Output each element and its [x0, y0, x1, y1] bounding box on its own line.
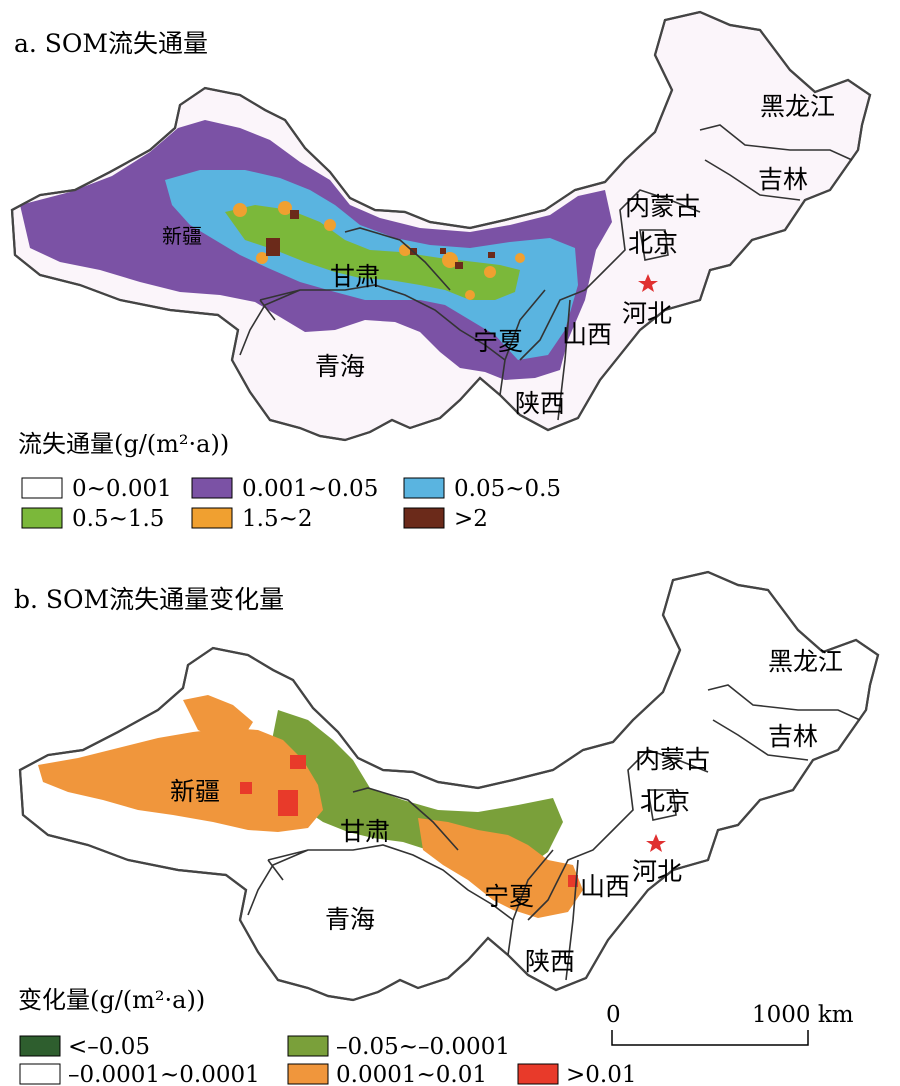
- panel-b-title: b. SOM流失通量变化量: [14, 585, 284, 614]
- label-jilin: 吉林: [758, 165, 808, 194]
- panel-a: a. SOM流失通量 黑龙江: [10, 10, 872, 532]
- legend-a-item-3: 0.05~0.5: [403, 476, 561, 502]
- legend-b-label-3: –0.0001~0.0001: [68, 1062, 260, 1086]
- legend-a-swatch-5: [191, 507, 233, 529]
- zone-00001-001: [38, 728, 323, 832]
- legend-a-item-2: 0.001~0.05: [191, 476, 378, 502]
- label-shanxi: 山西: [562, 320, 612, 349]
- label-qinghai-b: 青海: [325, 905, 375, 934]
- legend-b-swatch-4: [287, 1063, 329, 1085]
- legend-b-item-5: >0.01: [517, 1062, 636, 1086]
- legend-b-item-4: 0.0001~0.01: [287, 1062, 487, 1086]
- legend-a-title: 流失通量(g/(m²·a)): [18, 430, 229, 458]
- legend-b-swatch-1: [19, 1035, 61, 1057]
- label-heilongjiang: 黑龙江: [760, 92, 835, 121]
- scale-bar: 0 1000 km: [606, 1002, 854, 1046]
- legend-a-swatch-1: [21, 477, 63, 499]
- label-shaanxi-b: 陕西: [525, 947, 575, 976]
- zone-05-15: [225, 205, 520, 300]
- panel-b-legend: 变化量(g/(m²·a)) <–0.05 –0.05~–0.0001 –0.00…: [18, 986, 636, 1086]
- label-xinjiang-b: 新疆: [170, 777, 220, 806]
- label-xinjiang: 新疆: [162, 224, 202, 248]
- legend-a-label-5: 1.5~2: [242, 506, 312, 532]
- panel-a-map: [10, 10, 872, 442]
- legend-a-label-2: 0.001~0.05: [242, 476, 378, 502]
- label-hebei-b: 河北: [632, 857, 682, 886]
- legend-a-swatch-2: [191, 477, 233, 499]
- scale-bar-end: 1000 km: [752, 1002, 854, 1028]
- legend-b-swatch-2: [287, 1035, 329, 1057]
- scale-bar-start: 0: [606, 1002, 621, 1028]
- label-ningxia: 宁夏: [473, 327, 523, 356]
- label-ningxia-b: 宁夏: [484, 882, 534, 911]
- panel-b: b. SOM流失通量变化量 黑龙江 吉林 内蒙古 北京 新疆 甘肃: [14, 570, 880, 1086]
- legend-a-label-6: >2: [454, 506, 488, 532]
- panel-a-legend: 流失通量(g/(m²·a)) 0~0.001 0.001~0.05 0.05~0…: [18, 430, 561, 532]
- legend-b-label-5: >0.01: [566, 1062, 636, 1086]
- legend-a-label-1: 0~0.001: [72, 476, 172, 502]
- label-neimenggu-b: 内蒙古: [635, 745, 710, 774]
- zone-00001-001-east: [418, 818, 583, 918]
- label-qinghai: 青海: [315, 352, 365, 381]
- panel-b-place-labels: 黑龙江 吉林 内蒙古 北京 新疆 甘肃 河北 宁夏 山西 青海 陕西: [170, 647, 843, 976]
- label-gansu: 甘肃: [330, 262, 380, 291]
- legend-b-label-1: <–0.05: [68, 1034, 150, 1060]
- label-beijing: 北京: [628, 229, 678, 258]
- legend-b-swatch-3: [19, 1063, 61, 1085]
- label-neimenggu: 内蒙古: [625, 192, 700, 221]
- zone-00001-001-north: [183, 695, 253, 740]
- legend-b-label-2: –0.05~–0.0001: [336, 1034, 510, 1060]
- legend-b-swatch-5: [517, 1063, 559, 1085]
- legend-a-label-4: 0.5~1.5: [72, 506, 164, 532]
- beijing-star-marker: [638, 274, 658, 292]
- legend-a-swatch-3: [403, 477, 445, 499]
- legend-b-label-4: 0.0001~0.01: [336, 1062, 487, 1086]
- legend-b-item-2: –0.05~–0.0001: [287, 1034, 510, 1060]
- panel-a-place-labels: 黑龙江 吉林 内蒙古 北京 新疆 甘肃 河北 宁夏 山西 青海 陕西: [162, 92, 835, 418]
- legend-a-item-4: 0.5~1.5: [21, 506, 164, 532]
- legend-b-item-3: –0.0001~0.0001: [19, 1062, 260, 1086]
- legend-a-item-6: >2: [403, 506, 488, 532]
- panel-b-map: [18, 570, 880, 1002]
- label-heilongjiang-b: 黑龙江: [768, 647, 843, 676]
- beijing-star-marker-b: [646, 834, 666, 852]
- legend-b-title: 变化量(g/(m²·a)): [18, 986, 205, 1014]
- legend-b-item-1: <–0.05: [19, 1034, 150, 1060]
- label-jilin-b: 吉林: [768, 722, 818, 751]
- label-shanxi-b: 山西: [580, 872, 630, 901]
- label-shaanxi: 陕西: [515, 389, 565, 418]
- label-hebei: 河北: [622, 299, 672, 328]
- legend-a-item-5: 1.5~2: [191, 506, 312, 532]
- legend-a-swatch-6: [403, 507, 445, 529]
- label-gansu-b: 甘肃: [340, 817, 390, 846]
- label-beijing-b: 北京: [640, 787, 690, 816]
- legend-a-item-1: 0~0.001: [21, 476, 172, 502]
- zone-gt-001: [240, 755, 578, 887]
- legend-a-label-3: 0.05~0.5: [454, 476, 561, 502]
- zone-15-2: [233, 201, 525, 300]
- legend-a-swatch-4: [21, 507, 63, 529]
- panel-a-title: a. SOM流失通量: [14, 29, 208, 58]
